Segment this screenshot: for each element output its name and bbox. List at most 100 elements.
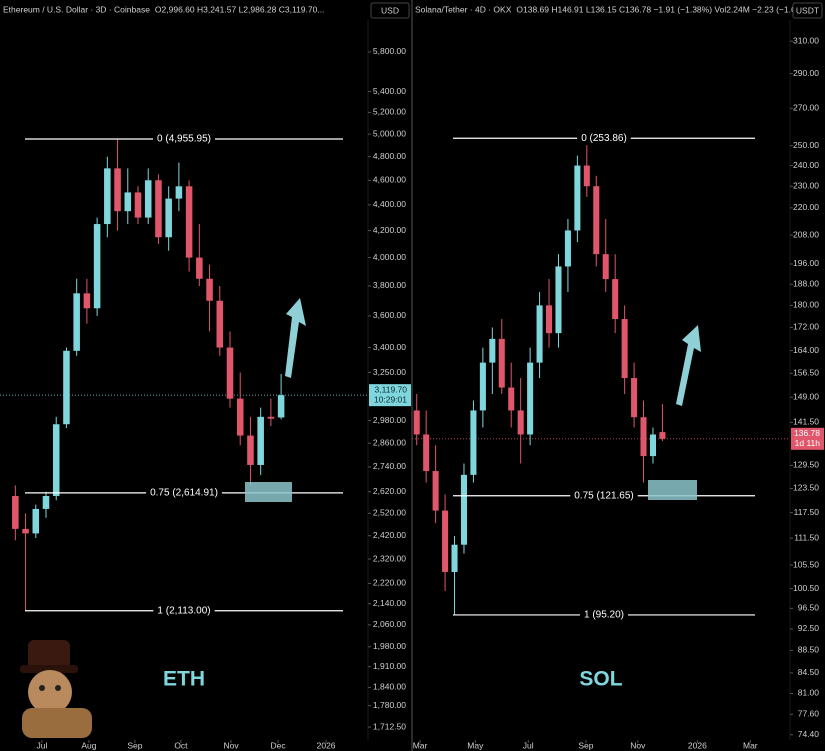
candle-body [593,186,600,255]
fib-label-bg [570,488,638,503]
fib-label: 0 (4,955.95) [157,134,211,145]
fib-label: 0.75 (2,614.91) [150,487,218,498]
candle-body [216,300,224,348]
y-tick-label: 156.50 [793,368,819,378]
y-tick-label: 3,250.00 [373,367,406,377]
y-tick-label: 2,420.00 [373,530,406,540]
y-tick-label: 240.00 [793,160,819,170]
candle-body [175,186,183,199]
y-tick-label: 196.00 [793,258,819,268]
candle-body [536,305,543,363]
y-tick-label: 290.00 [793,68,819,78]
candle-body [42,496,50,509]
fib-label: 1 (95.20) [584,610,624,621]
candle-body [432,471,439,511]
y-tick-label: 81.00 [798,688,820,698]
y-tick-label: 5,200.00 [373,107,406,117]
x-tick-label: Nov [630,740,646,750]
x-tick-label: Aug [81,740,96,750]
fib-label: 0.75 (121.65) [574,490,634,501]
fib-label-bg [153,132,215,147]
y-tick-label: 208.00 [793,229,819,239]
arrow [676,325,701,406]
candle-body [583,165,590,187]
y-tick-label: 5,000.00 [373,128,406,138]
candle-body [546,305,553,334]
ohlc-readout: O138.69 H146.91 L136.15 C136.78 −1.91 (−… [516,4,811,14]
candle-body [423,434,430,472]
candle-body [104,168,111,225]
candle-body [574,165,581,231]
candle-body [564,230,571,267]
countdown: 10:29:01 [374,394,407,404]
avatar-hat [28,640,70,670]
y-tick-label: 141.50 [793,417,819,427]
x-tick-label: Sep [127,740,142,750]
y-tick-label: 172.00 [793,322,819,332]
y-tick-label: 1,840.00 [373,682,406,692]
candle-body [196,257,203,279]
candle-body [442,510,449,572]
y-tick-label: 2,980.00 [373,415,406,425]
current-price-box [369,384,411,407]
current-price-label: 136.78 [794,428,820,438]
candle-body [659,432,666,439]
candle-body [206,278,213,301]
y-tick-label: 5,400.00 [373,86,406,96]
y-tick-label: 3,800.00 [373,280,406,290]
candle-body [640,417,647,457]
candle-body [93,224,101,309]
symbol-title: Ethereum / U.S. Dollar · 3D · Coinbase [3,4,150,14]
fib-label-bg [146,485,222,500]
y-tick-label: 96.50 [798,603,820,613]
y-tick-label: 1,980.00 [373,641,406,651]
arrow [285,298,306,378]
avatar-eye [39,685,45,691]
candle-body [489,338,496,363]
candle-body [32,508,40,534]
candle-body [257,416,264,465]
candle-body [413,410,420,435]
y-tick-label: 129.50 [793,460,819,470]
zone-box [648,480,697,500]
fib-label-bg [579,607,629,622]
y-tick-label: 105.50 [793,559,819,569]
y-tick-label: 117.50 [794,507,820,517]
candle-body [479,362,486,411]
x-tick-label: Mar [743,740,758,750]
y-tick-label: 2,220.00 [373,578,406,588]
currency-box [792,2,823,19]
y-tick-label: 111.50 [794,532,819,542]
candle-body [498,338,505,388]
avatar [20,640,92,738]
y-tick-label: 3,600.00 [373,310,406,320]
candle-body [247,435,254,465]
candle-body [124,192,132,212]
candle-body [165,198,172,238]
candle-body [602,254,609,280]
y-tick-label: 2,140.00 [373,598,406,608]
candle-body [555,266,562,334]
x-tick-label: May [467,740,484,750]
y-tick-label: 4,400.00 [373,199,406,209]
candle-body [52,424,60,497]
candle-body [470,410,477,475]
candle-body [236,398,244,436]
y-tick-label: 2,520.00 [373,508,406,518]
symbol-title: Solana/Tether · 4D · OKX [415,4,512,14]
candle-body [63,350,70,425]
currency-box [370,2,410,19]
y-tick-label: 123.50 [793,483,819,493]
y-tick-label: 1,910.00 [373,661,406,671]
candle-body [267,416,275,419]
candle-body [517,410,524,435]
y-tick-label: 220.00 [793,202,819,212]
y-tick-label: 2,740.00 [373,461,406,471]
y-tick-label: 230.00 [793,180,819,190]
annotations [20,298,701,738]
fib-label-bg [153,603,215,618]
candle-body [460,474,467,545]
y-tick-label: 188.00 [793,278,819,288]
y-tick-label: 100.50 [793,583,819,593]
x-tick-label: 2026 [688,740,707,750]
